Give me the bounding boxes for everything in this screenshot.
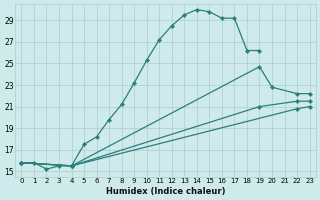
X-axis label: Humidex (Indice chaleur): Humidex (Indice chaleur) (106, 187, 225, 196)
